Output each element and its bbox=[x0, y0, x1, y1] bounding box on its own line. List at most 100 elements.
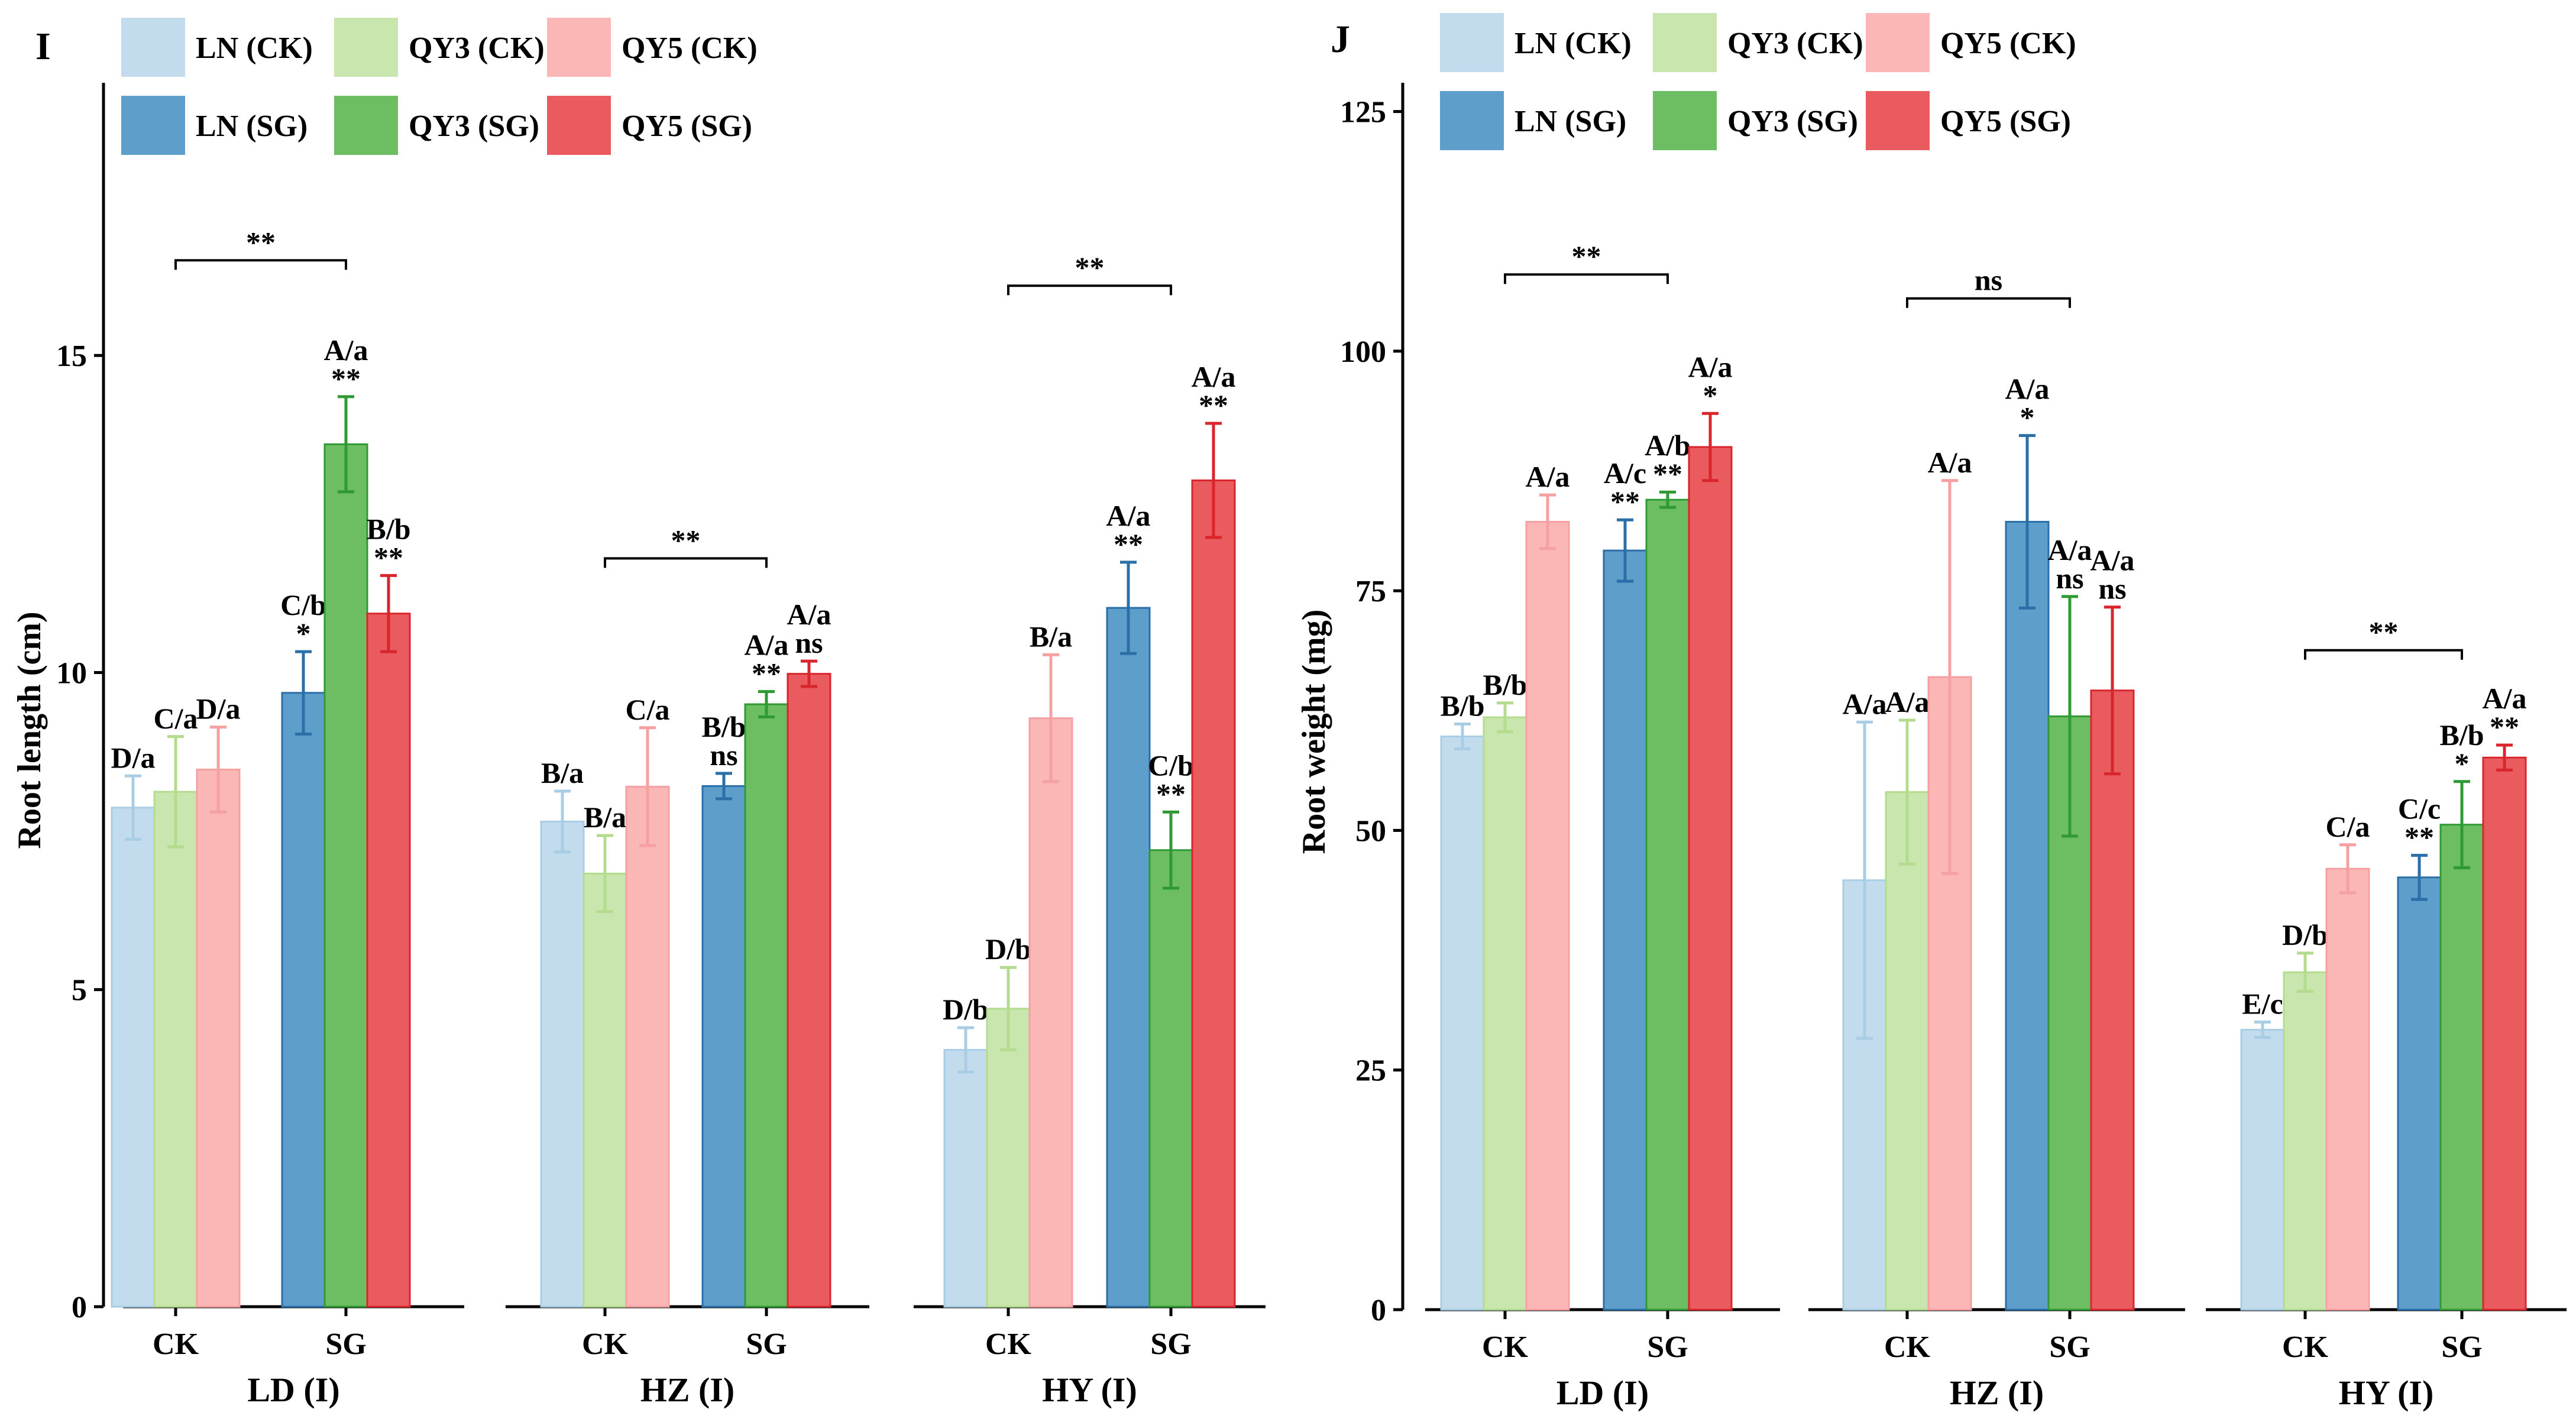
x-tick-label: CK bbox=[985, 1327, 1032, 1361]
legend-label: QY5 (SG) bbox=[1940, 105, 2071, 138]
legend-label: LN (SG) bbox=[1514, 105, 1626, 138]
significance-label: ** bbox=[1653, 457, 1682, 490]
significance-label: * bbox=[2020, 401, 2035, 434]
letter-label: A/a bbox=[1843, 687, 1887, 720]
significance-label: ** bbox=[1114, 527, 1143, 561]
significance-label: ns bbox=[710, 738, 737, 772]
significance-label: ns bbox=[2056, 562, 2083, 595]
legend-swatch bbox=[121, 18, 185, 77]
bar bbox=[744, 703, 789, 1308]
panel-letter: I bbox=[35, 25, 51, 68]
legend-label: QY5 (CK) bbox=[1940, 27, 2076, 60]
letter-label: A/a bbox=[2048, 533, 2092, 566]
x-tick-label: CK bbox=[1482, 1330, 1529, 1364]
letter-label: B/a bbox=[541, 756, 584, 789]
bar bbox=[366, 613, 411, 1308]
bar bbox=[582, 872, 627, 1308]
legend-swatch bbox=[1440, 91, 1504, 150]
bar bbox=[2240, 1029, 2285, 1311]
bar bbox=[2482, 756, 2527, 1311]
legend-swatch bbox=[334, 18, 398, 77]
x-tick-label: SG bbox=[1647, 1330, 1688, 1364]
group-title: HZ (I) bbox=[640, 1371, 735, 1409]
y-tick-label: 0 bbox=[72, 1291, 87, 1324]
letter-label: A/a bbox=[2005, 372, 2050, 406]
group-title: LD (I) bbox=[1556, 1374, 1649, 1412]
comparison-bracket bbox=[1007, 284, 1172, 296]
x-tick-label: CK bbox=[582, 1327, 629, 1361]
legend-label: QY3 (SG) bbox=[409, 109, 539, 143]
bar bbox=[1440, 736, 1485, 1311]
legend-swatch bbox=[547, 18, 611, 77]
letter-label: A/a bbox=[2483, 682, 2527, 715]
legend-label: QY3 (CK) bbox=[409, 31, 545, 65]
letter-label: D/a bbox=[196, 692, 241, 725]
y-axis-title: Root weight (mg) bbox=[1296, 610, 1332, 854]
letter-label: B/a bbox=[1030, 620, 1072, 653]
bracket-label: ** bbox=[2369, 616, 2399, 649]
x-tick-label: SG bbox=[325, 1327, 366, 1361]
legend-swatch bbox=[334, 96, 398, 155]
bar bbox=[2283, 971, 2328, 1311]
legend-swatch bbox=[547, 96, 611, 155]
bar bbox=[986, 1008, 1031, 1308]
bar bbox=[1106, 607, 1151, 1308]
letter-label: A/a bbox=[1928, 446, 1972, 479]
legend-label: QY5 (CK) bbox=[622, 31, 758, 65]
comparison-bracket bbox=[174, 259, 347, 270]
group-title: HY (I) bbox=[1042, 1371, 1137, 1409]
bar bbox=[2439, 824, 2484, 1311]
letter-label: A/a bbox=[1192, 360, 1236, 393]
bar bbox=[625, 786, 670, 1308]
letter-label: D/b bbox=[943, 993, 989, 1026]
legend-label: LN (CK) bbox=[1514, 27, 1632, 60]
x-tick-label: SG bbox=[1150, 1327, 1191, 1361]
bar bbox=[323, 443, 368, 1308]
comparison-bracket bbox=[604, 557, 768, 568]
letter-label: C/a bbox=[626, 693, 670, 726]
significance-label: * bbox=[2455, 747, 2470, 780]
bar bbox=[540, 821, 585, 1308]
bar bbox=[1525, 520, 1570, 1311]
letter-label: C/a bbox=[2326, 810, 2370, 843]
letter-label: A/a bbox=[1885, 685, 1930, 718]
letter-label: B/a bbox=[584, 801, 626, 834]
significance-label: * bbox=[296, 617, 311, 650]
group-title: HZ (I) bbox=[1950, 1374, 2044, 1412]
bracket-label: ** bbox=[246, 225, 276, 258]
bar bbox=[1688, 446, 1733, 1311]
letter-label: A/a bbox=[745, 629, 789, 662]
bar bbox=[943, 1049, 988, 1308]
significance-label: ** bbox=[2405, 821, 2434, 854]
significance-label: ** bbox=[331, 362, 361, 395]
bar bbox=[1191, 479, 1236, 1308]
x-tick-label: CK bbox=[153, 1327, 199, 1361]
bar bbox=[196, 769, 241, 1308]
significance-label: ns bbox=[795, 626, 823, 659]
significance-label: * bbox=[1703, 378, 1718, 412]
bar bbox=[2397, 876, 2442, 1311]
significance-label: ** bbox=[752, 657, 781, 690]
y-tick-label: 50 bbox=[1355, 814, 1386, 848]
legend-swatch bbox=[121, 96, 185, 155]
y-tick-label: 75 bbox=[1355, 575, 1386, 608]
letter-label: D/a bbox=[111, 741, 156, 774]
group-title: HY (I) bbox=[2339, 1374, 2434, 1412]
bar bbox=[701, 785, 746, 1308]
y-axis-title: Root length (cm) bbox=[11, 611, 48, 848]
letter-label: A/a bbox=[1526, 460, 1570, 493]
letter-label: B/b bbox=[1440, 689, 1484, 723]
legend-label: LN (CK) bbox=[196, 31, 313, 65]
bar bbox=[1028, 717, 1073, 1308]
y-tick-label: 25 bbox=[1355, 1054, 1386, 1088]
bar bbox=[281, 692, 326, 1308]
letter-label: C/b bbox=[280, 588, 326, 621]
letter-label: C/c bbox=[2398, 792, 2441, 825]
x-tick-label: CK bbox=[2282, 1330, 2329, 1364]
bar bbox=[1148, 849, 1193, 1308]
letter-label: B/b bbox=[1483, 668, 1527, 701]
y-tick-label: 15 bbox=[56, 339, 87, 373]
letter-label: E/c bbox=[2242, 987, 2283, 1021]
significance-label: ** bbox=[1610, 485, 1640, 518]
